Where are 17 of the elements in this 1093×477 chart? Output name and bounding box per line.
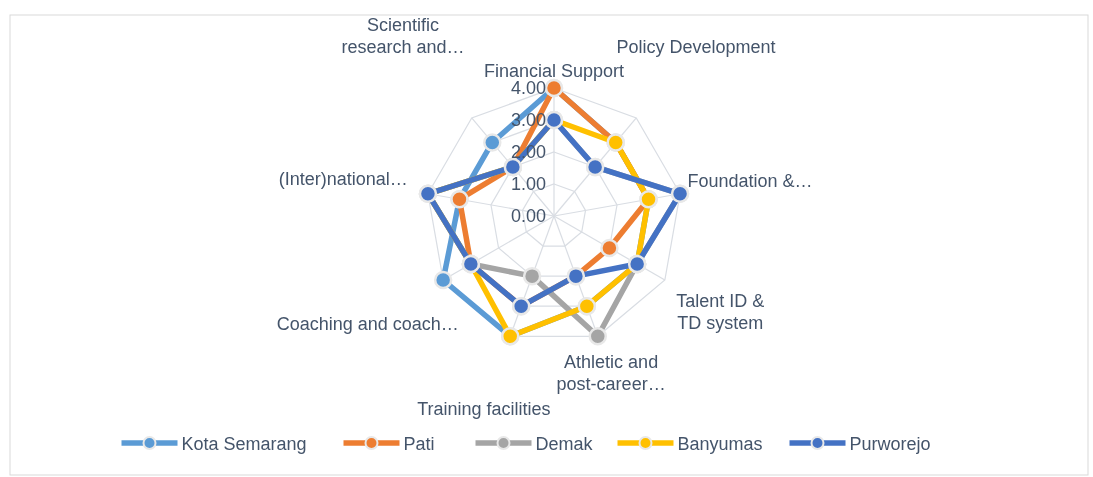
spoke-label: Talent ID & TD system bbox=[676, 291, 765, 333]
y-tick-label: 1.00 bbox=[510, 174, 546, 194]
legend-label: Pati bbox=[403, 434, 435, 454]
legend-label: Banyumas bbox=[677, 434, 763, 454]
spoke-label: Athletic and post-career… bbox=[556, 351, 666, 394]
legend-label: Purworejo bbox=[849, 434, 931, 454]
spoke-label: Training facilities bbox=[417, 398, 551, 419]
spoke-label: Foundation &… bbox=[687, 171, 813, 192]
legend-label: Kota Semarang bbox=[181, 434, 307, 454]
spoke-label: Coaching and coach… bbox=[276, 313, 459, 334]
spoke-label: Policy Development bbox=[616, 36, 776, 57]
y-tick-label: 0.00 bbox=[510, 206, 546, 226]
spoke-label: (Inter)national… bbox=[278, 168, 408, 189]
y-tick-label: 4.00 bbox=[510, 78, 546, 98]
legend-label: Demak bbox=[535, 434, 594, 454]
spoke-label: Financial Support bbox=[483, 61, 625, 81]
spoke-label: Scientific research and… bbox=[341, 14, 465, 57]
